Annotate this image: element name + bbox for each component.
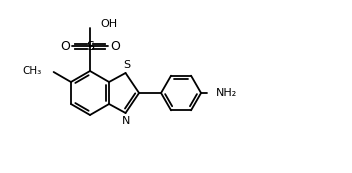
Text: NH₂: NH₂: [216, 88, 237, 98]
Text: S: S: [123, 60, 130, 70]
Text: CH₃: CH₃: [23, 66, 42, 76]
Text: S: S: [86, 39, 94, 52]
Text: O: O: [110, 39, 120, 52]
Text: O: O: [60, 39, 70, 52]
Text: N: N: [122, 116, 131, 126]
Text: OH: OH: [100, 19, 117, 29]
